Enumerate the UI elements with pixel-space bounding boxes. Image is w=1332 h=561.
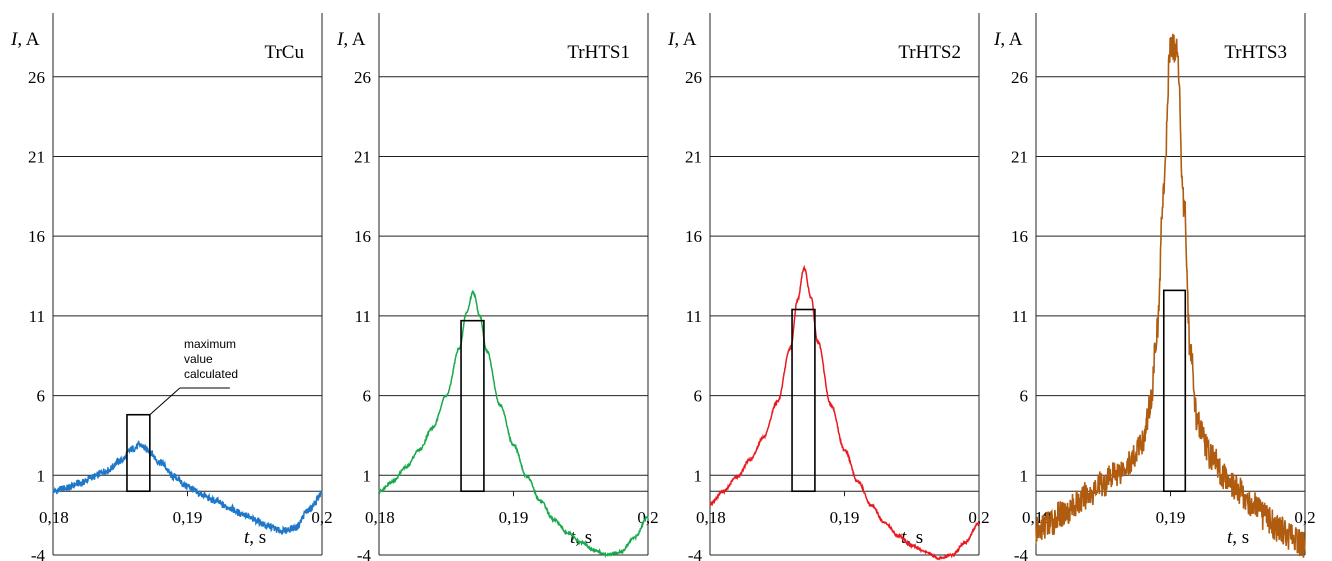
y-tick-label: 1 [694, 466, 703, 485]
y-tick-label: 26 [28, 68, 45, 87]
y-tick-label: -4 [357, 546, 372, 561]
max-value-box [460, 319, 485, 493]
panel-title: TrHTS1 [567, 42, 630, 63]
y-tick-label: 11 [1012, 307, 1028, 326]
max-value-box [1162, 289, 1187, 493]
x-axis-label: t, s [244, 527, 266, 548]
y-tick-label: 21 [685, 147, 702, 166]
y-axis-label: I, A [993, 29, 1023, 50]
data-line [52, 439, 323, 535]
annotation-leader [149, 387, 181, 416]
y-tick-label: 6 [1020, 387, 1029, 406]
x-tick-label: 0,18 [365, 508, 395, 527]
annotation-text: maximum [184, 337, 236, 351]
y-tick-label: 26 [1011, 68, 1028, 87]
y-axis-label: I, A [10, 29, 40, 50]
y-tick-label: 26 [354, 68, 371, 87]
y-tick-label: 11 [355, 307, 371, 326]
annotation-text: value [184, 352, 213, 366]
y-tick-label: 11 [686, 307, 702, 326]
y-tick-label: 21 [1011, 147, 1028, 166]
x-tick-label: 0,18 [696, 508, 726, 527]
panel-title: TrHTS2 [898, 42, 961, 63]
y-tick-label: 16 [685, 227, 702, 246]
x-tick-label: 0,19 [830, 508, 860, 527]
y-tick-label: 21 [354, 147, 371, 166]
max-value-box [791, 308, 816, 493]
y-tick-label: 11 [29, 307, 45, 326]
y-tick-label: -4 [688, 546, 703, 561]
x-tick-label: 0,2 [968, 508, 989, 527]
x-tick-label: 0,2 [1294, 508, 1315, 527]
data-line [709, 264, 980, 561]
y-tick-label: 16 [28, 227, 45, 246]
y-tick-label: 6 [363, 387, 372, 406]
x-tick-label: 0,2 [311, 508, 332, 527]
y-tick-label: 6 [694, 387, 703, 406]
data-line [378, 289, 649, 559]
annotation-text: calculated [184, 367, 238, 381]
y-tick-label: 1 [363, 466, 372, 485]
y-tick-label: 16 [354, 227, 371, 246]
x-tick-label: 0,18 [39, 508, 69, 527]
x-tick-label: 0,19 [499, 508, 529, 527]
x-tick-label: 0,19 [1156, 508, 1186, 527]
y-axis-label: I, A [336, 29, 366, 50]
panel-title: TrHTS3 [1224, 42, 1287, 63]
y-tick-label: 16 [1011, 227, 1028, 246]
y-tick-label: 1 [37, 466, 46, 485]
y-tick-label: 1 [1020, 466, 1029, 485]
y-tick-label: 26 [685, 68, 702, 87]
y-axis-label: I, A [667, 29, 697, 50]
x-axis-label: t, s [901, 527, 923, 548]
x-tick-label: 0,19 [173, 508, 203, 527]
y-tick-label: 6 [37, 387, 46, 406]
y-tick-label: -4 [1014, 546, 1029, 561]
max-value-box [126, 413, 151, 493]
y-tick-label: 21 [28, 147, 45, 166]
panel-title: TrCu [265, 42, 305, 63]
data-line [1035, 33, 1306, 558]
x-axis-label: t, s [1227, 527, 1249, 548]
y-tick-label: -4 [31, 546, 46, 561]
